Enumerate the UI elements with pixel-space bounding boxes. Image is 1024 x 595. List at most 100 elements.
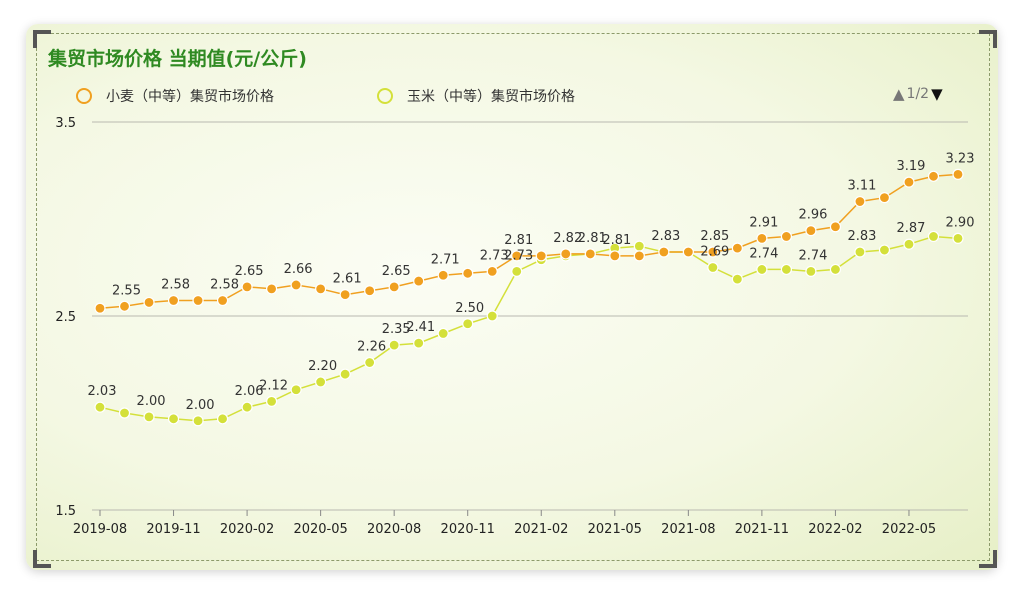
data-point [266, 395, 278, 407]
data-point [535, 250, 547, 262]
data-point [560, 248, 572, 260]
data-point [780, 230, 793, 243]
data-point [707, 261, 719, 274]
data-point [927, 230, 940, 243]
x-tick-label: 2021-05 [588, 522, 642, 537]
data-point [878, 244, 891, 256]
data-point [315, 376, 327, 388]
data-label: 2.65 [382, 264, 411, 279]
data-label: 2.61 [333, 272, 362, 287]
data-point [952, 168, 964, 180]
x-tick-label: 2019-11 [146, 522, 200, 537]
pager-text: 1/2 [906, 86, 930, 102]
corner-top-right [979, 30, 997, 48]
corner-bottom-left [33, 550, 51, 568]
data-point [584, 248, 596, 260]
data-point [241, 281, 253, 293]
data-label: 3.19 [896, 159, 925, 174]
pager-down-icon[interactable]: ▼ [931, 85, 943, 103]
x-tick-label: 2020-11 [441, 522, 495, 537]
data-point [854, 195, 866, 208]
data-point [829, 221, 842, 233]
data-point [143, 296, 155, 309]
data-point [462, 318, 474, 330]
data-label: 2.12 [259, 378, 288, 393]
data-point [903, 176, 915, 188]
data-label: 2.73 [480, 248, 509, 263]
data-point [167, 294, 180, 307]
x-tick-label: 2022-02 [808, 522, 862, 537]
data-point [388, 339, 400, 351]
chart-title: 集贸市场价格 当期值(元/公斤) [48, 48, 307, 70]
data-label: 2.87 [896, 221, 925, 236]
data-label: 2.96 [798, 208, 827, 223]
data-point [511, 265, 523, 277]
data-point [266, 283, 278, 295]
data-label: 2.55 [112, 283, 141, 298]
data-point [388, 281, 400, 293]
data-point [462, 267, 474, 279]
data-label: 2.83 [651, 229, 680, 244]
legend-item-corn[interactable]: 玉米（中等）集贸市场价格 [377, 86, 575, 106]
data-point [903, 238, 915, 250]
data-point [633, 240, 645, 252]
data-point [707, 246, 719, 258]
data-point [780, 263, 793, 276]
legend-label-corn: 玉米（中等）集贸市场价格 [407, 89, 575, 105]
y-tick-label: 2.5 [55, 310, 76, 325]
data-point [437, 269, 449, 281]
data-point [658, 246, 670, 258]
data-label: 2.00 [186, 398, 215, 413]
data-point [339, 368, 351, 380]
x-tick-label: 2019-08 [73, 522, 127, 537]
data-label: 3.23 [946, 151, 975, 166]
data-point [633, 250, 645, 262]
data-point [94, 401, 106, 413]
legend-item-wheat[interactable]: 小麦（中等）集贸市场价格 [76, 86, 274, 106]
x-tick-label: 2020-02 [220, 522, 274, 537]
data-label: 2.20 [308, 359, 337, 374]
data-point [854, 246, 866, 258]
data-point [94, 302, 106, 314]
data-label: 2.69 [700, 245, 729, 260]
data-label: 2.81 [504, 233, 533, 248]
data-point [118, 300, 131, 312]
y-tick-label: 3.5 [55, 116, 76, 131]
data-point [192, 294, 204, 307]
data-label: 2.58 [161, 277, 190, 292]
data-point [290, 384, 302, 396]
data-label: 2.26 [357, 340, 386, 355]
data-point [805, 265, 817, 277]
data-point [192, 415, 204, 427]
data-point [952, 232, 964, 244]
data-label: 2.74 [798, 248, 827, 263]
legend-pager: ▲ 1/2 ▼ [893, 85, 943, 103]
data-label: 2.00 [137, 394, 166, 409]
x-tick-label: 2021-08 [661, 522, 715, 537]
data-point [756, 232, 768, 244]
data-point [486, 310, 498, 322]
data-label: 2.74 [749, 246, 778, 261]
data-point [167, 413, 180, 425]
data-point [756, 263, 768, 276]
data-point [413, 337, 425, 349]
data-label: 2.41 [406, 320, 435, 335]
data-point [315, 283, 327, 295]
data-point [805, 225, 817, 237]
data-label: 2.81 [602, 233, 631, 248]
corner-top-left [33, 30, 51, 48]
data-point [609, 250, 621, 262]
pager-up-icon[interactable]: ▲ [893, 85, 905, 103]
data-label: 2.90 [946, 215, 975, 230]
legend-label-wheat: 小麦（中等）集贸市场价格 [106, 89, 274, 105]
data-point [486, 265, 498, 277]
data-label: 2.82 [553, 231, 582, 246]
data-label: 2.83 [847, 229, 876, 244]
data-label: 2.35 [382, 322, 411, 337]
data-label: 2.81 [578, 231, 607, 246]
data-point [682, 246, 694, 258]
data-point [731, 242, 743, 254]
data-point [241, 401, 253, 413]
data-point [290, 279, 302, 291]
